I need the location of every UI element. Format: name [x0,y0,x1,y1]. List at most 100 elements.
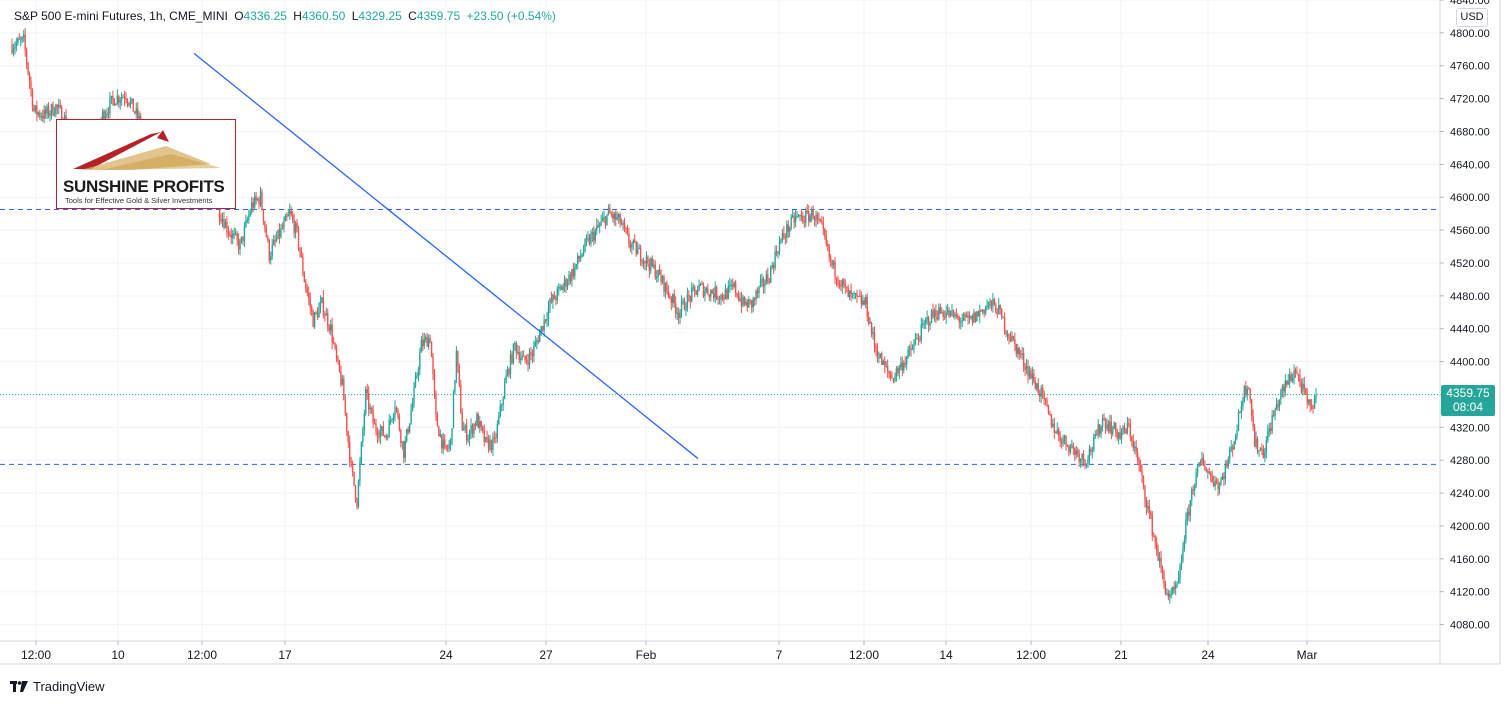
candle-body [993,299,996,305]
candle-body [265,227,268,238]
candle-body [790,216,792,228]
candle-body [299,247,301,254]
candle-body [1227,459,1229,467]
candle-body [615,213,617,220]
candle-body [1151,515,1153,536]
candle-body [558,287,560,289]
candle-body [1179,565,1181,578]
candle-body [1015,343,1018,354]
candle-body [1033,373,1035,382]
candle-body [808,211,810,222]
currency-button[interactable]: USD [1456,8,1488,27]
candle-body [410,410,412,424]
candle-body [17,38,19,44]
candle-body [1104,419,1107,429]
candle-body [267,237,269,241]
candle-body [775,251,778,254]
low-value: 4329.25 [358,9,402,23]
candle-body [1000,308,1003,318]
candle-body [967,316,969,318]
candle-body [454,380,456,392]
last-price-tag: 4359.75 08:04 [1441,385,1495,416]
candle-body [1160,557,1162,568]
candle-body [1221,475,1224,480]
candle-body [736,293,738,297]
candle-body [229,233,231,235]
symbol-title[interactable]: S&P 500 E-mini Futures, 1h, CME_MINI [14,9,228,23]
tradingview-branding[interactable]: TradingView [10,679,105,694]
x-tick-label: 10 [111,648,125,662]
candle-body [768,281,770,283]
candle-body [707,288,709,295]
candle-body [881,353,883,365]
candle-body [1234,436,1237,442]
candle-body [315,312,317,314]
candle-body [1261,448,1263,450]
candle-body [1192,489,1194,491]
x-tick-label: 24 [1201,648,1215,662]
candle-body [522,355,525,357]
candle-body [607,208,610,215]
candle-body [610,213,613,215]
candle-body [1207,471,1209,473]
candle-body [734,282,737,294]
candle-body [1107,424,1110,432]
candle-body [467,439,469,441]
candle-body [929,322,931,326]
candle-body [1265,440,1267,453]
candle-body [870,322,873,334]
candle-body [821,221,823,224]
candle-body [552,294,554,302]
candle-body [110,95,113,99]
candle-body [444,439,446,446]
y-tick-label: 4280.00 [1450,455,1490,467]
candle-body [468,432,471,440]
candle-body [1056,429,1058,434]
candle-body [335,347,338,359]
candle-body [799,215,801,217]
candle-body [1090,448,1092,452]
candle-body [321,297,323,302]
candle-body [1079,459,1082,462]
candle-body [536,340,538,343]
candle-body [900,362,902,368]
candle-body [395,407,398,411]
candle-body [765,274,768,285]
candle-body [1148,506,1151,513]
candle-body [597,225,599,227]
candle-body [312,311,314,328]
candle-body [524,355,526,360]
candle-body [729,285,731,287]
candle-body [957,315,959,318]
candle-body [1074,448,1076,455]
candle-body [1193,486,1196,490]
candle-body [22,34,25,38]
candle-body [426,337,428,347]
candle-body [990,300,993,307]
candle-body [397,410,399,417]
candle-body [598,224,601,227]
candle-body [825,236,827,245]
candle-body [638,247,640,249]
candle-body [762,278,765,287]
candle-body [233,233,235,235]
candle-body [344,400,347,414]
candle-body [682,300,684,302]
candle-body [11,45,13,53]
candle-body [474,424,477,426]
candle-body [935,310,937,318]
candle-body [674,303,677,313]
candle-body [875,346,877,351]
candle-body [1065,435,1067,446]
candle-body [650,258,652,271]
candle-body [1185,519,1187,540]
candle-body [885,366,887,368]
candle-body [916,338,918,340]
candle-body [460,384,462,414]
candle-body [1059,435,1061,443]
candle-body [721,294,724,299]
candle-body [357,481,360,507]
candle-body [764,284,766,287]
candle-body [582,250,585,255]
